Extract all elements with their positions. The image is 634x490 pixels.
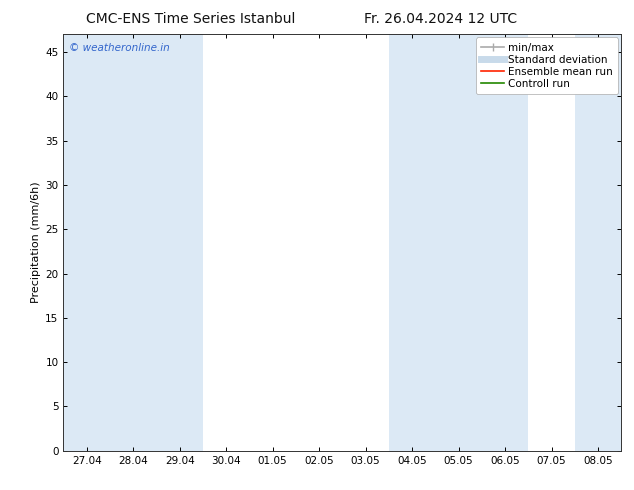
Text: Fr. 26.04.2024 12 UTC: Fr. 26.04.2024 12 UTC [364, 12, 517, 26]
Bar [436, 34, 482, 451]
Text: © weatheronline.in: © weatheronline.in [69, 43, 170, 52]
Bar [63, 34, 110, 451]
Bar [157, 34, 203, 451]
Bar [575, 34, 621, 451]
Y-axis label: Precipitation (mm/6h): Precipitation (mm/6h) [31, 182, 41, 303]
Text: CMC-ENS Time Series Istanbul: CMC-ENS Time Series Istanbul [86, 12, 295, 26]
Bar [110, 34, 157, 451]
Bar [482, 34, 528, 451]
Bar [389, 34, 436, 451]
Legend: min/max, Standard deviation, Ensemble mean run, Controll run: min/max, Standard deviation, Ensemble me… [476, 37, 618, 94]
